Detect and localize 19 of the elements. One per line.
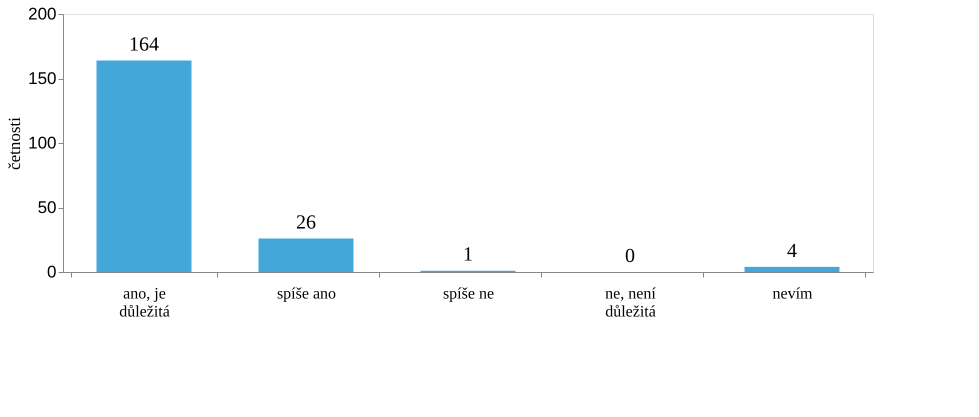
y-tick-label: 200 [28,4,56,24]
x-tick-label: ne, není důležitá [605,286,656,320]
y-tick-label: 0 [47,262,56,282]
data-label: 0 [625,245,635,267]
data-label: 4 [787,240,797,262]
y-tick-label: 50 [38,198,56,217]
y-axis-title: četnosti [5,116,24,170]
bar [744,266,840,272]
x-tick-label: spíše ano [276,286,336,302]
bar [96,60,192,272]
y-tick-label: 150 [28,69,56,88]
data-label: 164 [129,33,159,56]
x-tick-label: ano, je důležitá [119,286,170,320]
bar [258,238,354,272]
x-tick-label: nevím [772,286,814,302]
y-tick-label: 100 [28,134,56,152]
data-label: 1 [463,244,473,266]
data-label: 26 [296,211,316,234]
x-tick-label: spíše ne [442,286,494,302]
